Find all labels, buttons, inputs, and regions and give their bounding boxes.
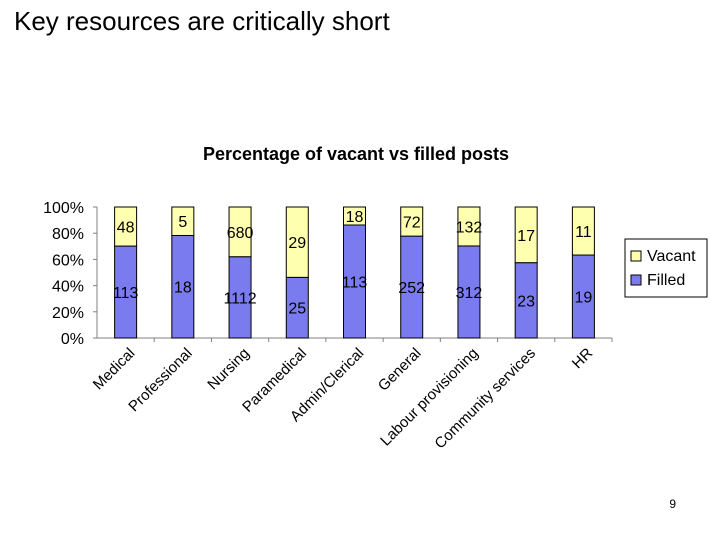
x-category-label: Community services (431, 345, 539, 453)
vacant-value-label: 132 (456, 219, 483, 236)
y-tick-label: 0% (61, 331, 84, 348)
x-category-label: Labour provisioning (377, 345, 482, 450)
filled-value-label: 23 (517, 293, 535, 310)
y-tick-label: 20% (52, 305, 84, 322)
bar-vacant-1 (171, 206, 195, 236)
bar-vacant-0 (114, 206, 138, 247)
chart-title: Percentage of vacant vs filled posts (203, 144, 509, 164)
legend-label-vacant: Vacant (647, 248, 696, 265)
x-category-label: Nursing (204, 345, 253, 394)
y-tick-label: 60% (52, 252, 84, 269)
vacant-value-label: 17 (517, 228, 535, 245)
filled-value-label: 25 (288, 301, 306, 318)
legend-label-filled: Filled (647, 272, 685, 289)
x-category-label: General (375, 345, 425, 395)
legend-swatch-filled (630, 274, 642, 286)
chart-legend: Vacant Filled (624, 238, 708, 298)
legend-swatch-vacant (630, 250, 642, 262)
vacant-value-label: 29 (288, 235, 306, 252)
vacant-value-label: 5 (178, 214, 187, 231)
filled-value-label: 1112 (223, 290, 256, 307)
filled-value-label: 113 (342, 275, 368, 292)
bar-vacant-3 (285, 206, 309, 278)
bar-vacant-6 (457, 206, 481, 247)
vacant-value-label: 11 (575, 224, 592, 241)
slide-title: Key resources are critically short (14, 6, 390, 36)
vacant-value-label: 48 (117, 220, 135, 237)
bar-vacant-4 (343, 206, 366, 226)
y-tick-label: 100% (43, 200, 84, 217)
filled-value-label: 312 (456, 285, 483, 302)
vacant-value-label: 680 (227, 225, 254, 242)
filled-value-label: 19 (574, 290, 592, 307)
vacant-value-label: 18 (346, 209, 364, 226)
bar-vacant-7 (514, 206, 538, 264)
filled-value-label: 252 (398, 280, 425, 297)
bar-vacant-2 (228, 206, 252, 258)
bar-vacant-8 (571, 206, 595, 256)
legend-box (624, 238, 708, 298)
y-tick-label: 80% (52, 226, 84, 243)
x-category-label: Medical (90, 345, 139, 394)
vacant-value-label: 72 (403, 215, 421, 232)
chart-bars: 113 48 18 5 1112 680 25 29 113 18 252 72 312 132 23 17 1… (113, 206, 595, 339)
filled-value-label: 18 (174, 280, 192, 297)
x-category-label: HR (569, 345, 596, 372)
bar-vacant-5 (400, 206, 424, 237)
y-tick-label: 40% (52, 279, 84, 296)
page-number: 9 (669, 497, 676, 511)
filled-value-label: 113 (113, 285, 139, 302)
